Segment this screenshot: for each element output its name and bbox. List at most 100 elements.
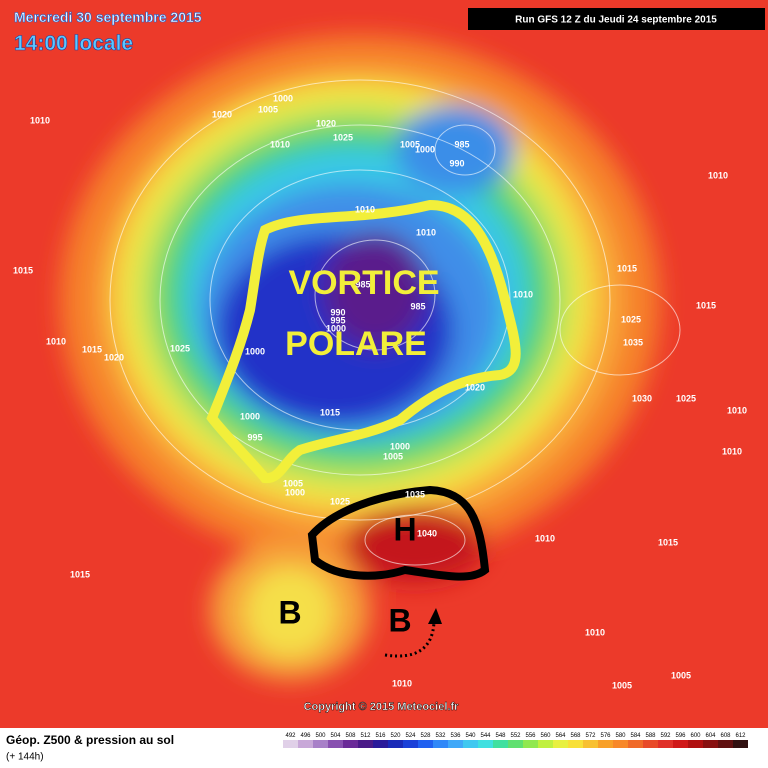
scale-label: 508 [345, 733, 356, 739]
scale-swatch [418, 740, 433, 748]
isobar-label: 1000 [240, 411, 260, 421]
scale-swatch [313, 740, 328, 748]
scale-label: 560 [540, 733, 551, 739]
isobar-label: 1000 [326, 323, 346, 333]
scale-label: 504 [330, 733, 341, 739]
scale-label: 544 [480, 733, 491, 739]
scale-swatch [493, 740, 508, 748]
scale-swatch [328, 740, 343, 748]
scale-label: 512 [360, 733, 371, 739]
scale-label: 584 [630, 733, 641, 739]
scale-swatch [448, 740, 463, 748]
isobar-label: 1020 [104, 352, 124, 362]
footer-lead: (+ 144h) [6, 752, 44, 763]
scale-swatch [658, 740, 673, 748]
isobar-label: 1000 [415, 144, 435, 154]
isobar-label: 985 [454, 139, 469, 149]
isobar-label: 985 [355, 279, 370, 289]
scale-label: 500 [315, 733, 326, 739]
isobar-label: 1010 [727, 405, 747, 415]
isobar-label: 995 [247, 432, 262, 442]
scale-label: 572 [585, 733, 596, 739]
isobar-label: 1010 [30, 115, 50, 125]
isobar-labels: 1010102010001005101010201025985100510009… [13, 93, 747, 690]
scale-swatch [613, 740, 628, 748]
scale-swatch [733, 740, 748, 748]
scale-swatch [568, 740, 583, 748]
scale-label: 596 [675, 733, 686, 739]
isobar-label: 1025 [621, 314, 641, 324]
scale-swatch [343, 740, 358, 748]
isobar-label: 1005 [383, 451, 403, 461]
scale-swatch [463, 740, 478, 748]
isobar-label: 1025 [330, 496, 350, 506]
isobar-label: 985 [410, 301, 425, 311]
isobar-label: 1040 [417, 528, 437, 538]
isobar-label: 1010 [392, 678, 412, 688]
isobar-label: 1015 [617, 263, 637, 273]
annotation: VORTICE [288, 264, 439, 302]
isobar-label: 990 [449, 158, 464, 168]
date: Mercredi 30 septembre 2015 [14, 9, 202, 25]
isobar-label: 1000 [245, 346, 265, 356]
scale-swatch [688, 740, 703, 748]
isobar-label: 1010 [535, 533, 555, 543]
scale-label: 532 [435, 733, 446, 739]
scale-swatch [388, 740, 403, 748]
scale-label: 548 [495, 733, 506, 739]
scale-label: 492 [285, 733, 296, 739]
isobar-label: 1010 [585, 627, 605, 637]
isobar-label: 1010 [355, 204, 375, 214]
scale-label: 576 [600, 733, 611, 739]
isobar-label: 1025 [170, 343, 190, 353]
vortex-outline [206, 199, 521, 484]
scale-label: 516 [375, 733, 386, 739]
movement-arrow [384, 621, 436, 658]
scale-label: 588 [645, 733, 656, 739]
isobar-label: 1020 [316, 118, 336, 128]
isobar-label: 1020 [465, 382, 485, 392]
isobar-label: 1005 [283, 478, 303, 488]
isobar-label: 1035 [623, 337, 643, 347]
isobar-label: 1010 [513, 289, 533, 299]
isobars [109, 79, 681, 566]
scale-swatch [628, 740, 643, 748]
scale-label: 528 [420, 733, 431, 739]
scale-swatch [673, 740, 688, 748]
isobar-label: 1010 [708, 170, 728, 180]
scale-label: 612 [735, 733, 746, 739]
annotation: POLARE [285, 325, 427, 363]
arrow-head [428, 608, 442, 624]
isobar-label: 1010 [46, 336, 66, 346]
isobar-label: 1005 [400, 139, 420, 149]
scale-label: 520 [390, 733, 401, 739]
isobar-label: 1030 [632, 393, 652, 403]
isobar-label: 1015 [320, 407, 340, 417]
scale-swatch [718, 740, 733, 748]
scale-label: 600 [690, 733, 701, 739]
scale-swatch [373, 740, 388, 748]
isobar-label: 990 [330, 307, 345, 317]
scale-label: 536 [450, 733, 461, 739]
isobar-label: 1010 [270, 139, 290, 149]
scale-label: 580 [615, 733, 626, 739]
low-label: B [278, 594, 301, 630]
footer-title: Géop. Z500 & pression au sol [6, 733, 174, 747]
scale-swatch [523, 740, 538, 748]
isobar-label: 1035 [405, 489, 425, 499]
isobar-label: 1005 [612, 680, 632, 690]
scale-swatch [298, 740, 313, 748]
scale-label: 604 [705, 733, 716, 739]
isobar-label: 1010 [416, 227, 436, 237]
scale-swatch [433, 740, 448, 748]
copyright: Copyright © 2015 Meteociel.fr [304, 701, 460, 713]
isobar-label: 1000 [273, 93, 293, 103]
scale-swatch [598, 740, 613, 748]
isobar-label: 1015 [82, 344, 102, 354]
scale-label: 540 [465, 733, 476, 739]
isobar-label: 1010 [722, 446, 742, 456]
scale-swatch [283, 740, 298, 748]
isobar-label: 1015 [696, 300, 716, 310]
